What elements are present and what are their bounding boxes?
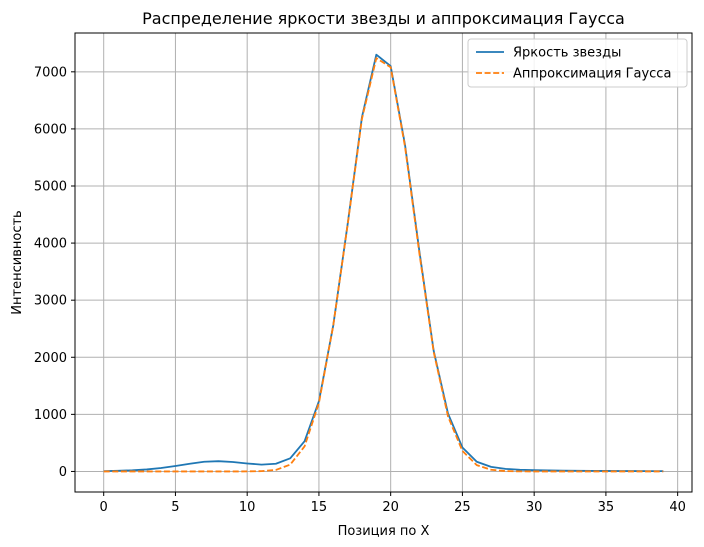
legend: Яркость звезды Аппроксимация Гаусса xyxy=(467,38,688,88)
plot-frame xyxy=(74,32,693,493)
series-layer xyxy=(103,53,664,473)
legend-label-2: Аппроксимация Гаусса xyxy=(513,67,671,82)
x-axis: 0 5 10 15 20 25 30 35 40 xyxy=(100,492,686,515)
y-tick-label: 6000 xyxy=(34,122,67,137)
x-tick-label: 10 xyxy=(239,500,256,515)
x-axis-label: Позиция по X xyxy=(338,524,430,539)
x-tick-label: 0 xyxy=(100,500,108,515)
y-tick-label: 7000 xyxy=(34,65,67,80)
y-axis: 0 1000 2000 3000 4000 5000 6000 7000 xyxy=(34,65,75,480)
chart-title: Распределение яркости звезды и аппроксим… xyxy=(142,9,625,28)
x-tick-label: 30 xyxy=(526,500,543,515)
legend-box xyxy=(467,38,688,88)
y-tick-label: 3000 xyxy=(34,294,67,309)
y-tick-label: 1000 xyxy=(34,408,67,423)
x-tick-label: 35 xyxy=(598,500,615,515)
x-tick-label: 25 xyxy=(454,500,471,515)
x-tick-label: 5 xyxy=(171,500,179,515)
series-line-2 xyxy=(103,57,664,473)
x-tick-label: 20 xyxy=(382,500,399,515)
y-tick-label: 2000 xyxy=(34,351,67,366)
x-tick-label: 40 xyxy=(669,500,686,515)
x-tick-label: 15 xyxy=(311,500,328,515)
y-tick-label: 0 xyxy=(59,465,67,480)
y-tick-label: 5000 xyxy=(34,180,67,195)
legend-label-1: Яркость звезды xyxy=(513,46,621,61)
y-axis-label: Интенсивность xyxy=(10,210,25,314)
y-tick-label: 4000 xyxy=(34,237,67,252)
